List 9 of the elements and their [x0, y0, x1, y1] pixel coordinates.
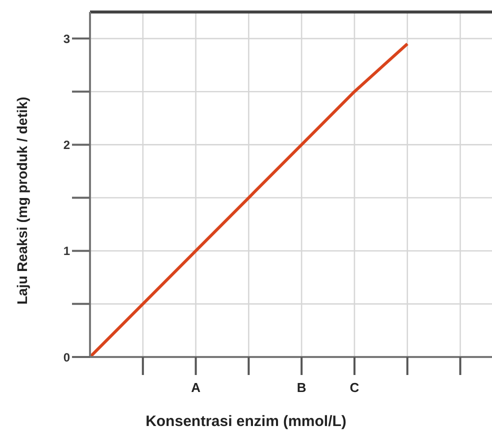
- y-tick-label: 2: [63, 138, 70, 152]
- x-tick-label: C: [350, 380, 360, 396]
- y-tick-label: 0: [63, 350, 70, 364]
- x-tick-label: B: [296, 380, 306, 396]
- y-tick-label: 1: [63, 244, 70, 258]
- x-axis-title: Konsentrasi enzim (mmol/L): [146, 413, 346, 430]
- y-axis-title: Laju Reaksi (mg produk / detik): [14, 96, 30, 304]
- y-tick-label: 3: [63, 32, 70, 46]
- x-tick-label: A: [191, 380, 202, 396]
